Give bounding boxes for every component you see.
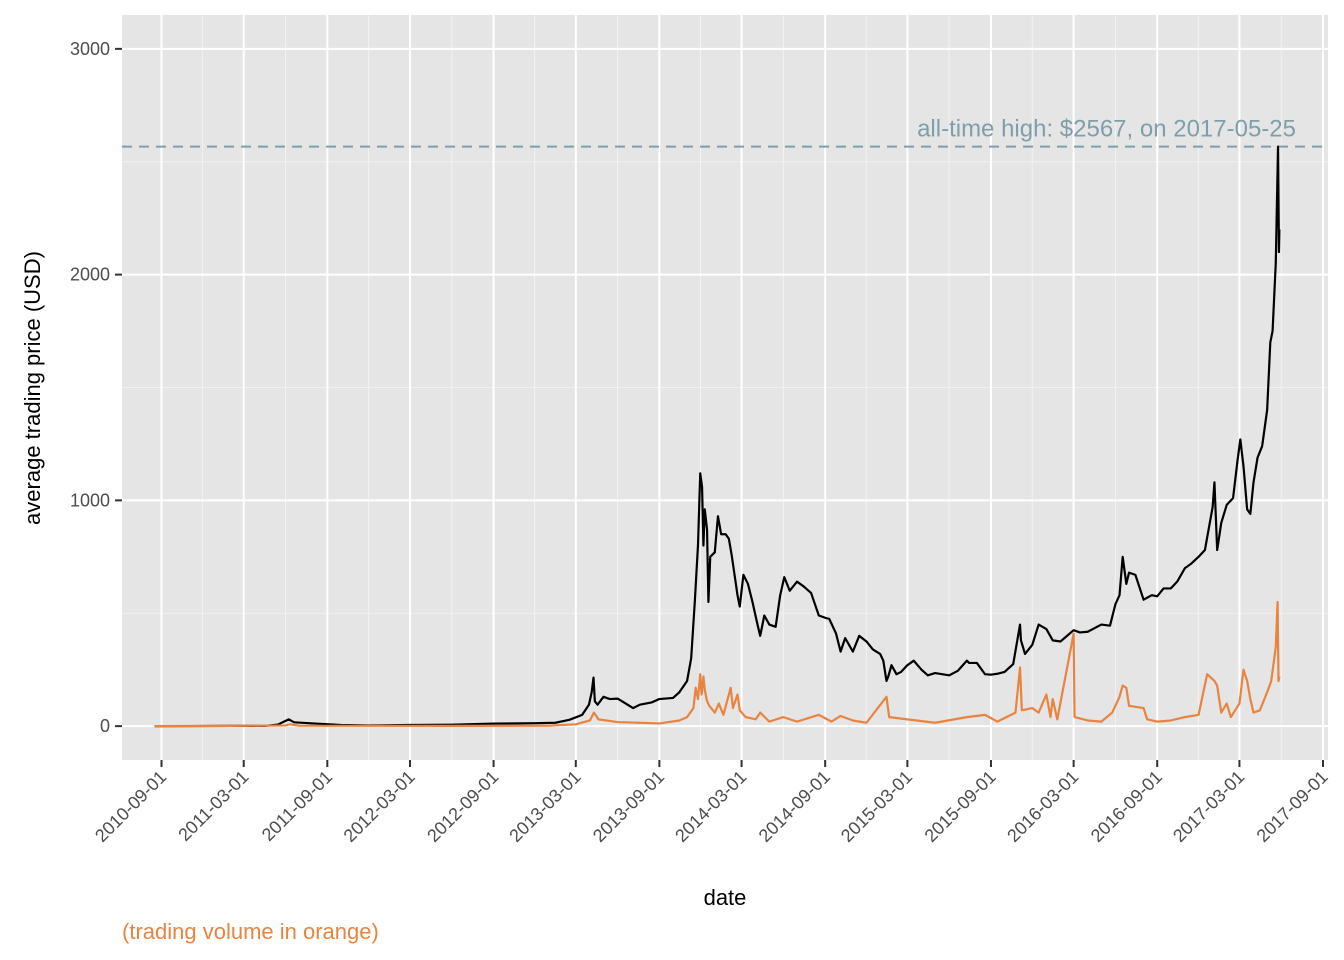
y-tick-label: 2000 — [70, 265, 110, 285]
x-tick-label: 2013-03-01 — [505, 767, 584, 846]
x-tick-label: 2015-09-01 — [921, 767, 1000, 846]
x-tick-label: 2013-09-01 — [589, 767, 668, 846]
x-tick-label: 2015-03-01 — [837, 767, 916, 846]
x-tick-label: 2010-09-01 — [91, 767, 170, 846]
x-tick-label: 2011-09-01 — [258, 767, 336, 845]
annotation-layer: all-time high: $2567, on 2017-05-25 — [122, 116, 1328, 148]
series-layer — [154, 145, 1281, 728]
price-series-line — [154, 145, 1281, 728]
x-tick-label: 2016-09-01 — [1087, 767, 1166, 846]
volume-series-line — [154, 600, 1281, 728]
x-tick-label: 2011-03-01 — [174, 767, 252, 845]
x-tick-label: 2017-03-01 — [1169, 767, 1248, 846]
caption: (trading volume in orange) — [122, 919, 379, 944]
y-axis: 0 1000 2000 3000 — [70, 39, 122, 736]
x-axis-title: date — [704, 885, 747, 910]
x-tick-label: 2017-09-01 — [1253, 767, 1332, 846]
x-tick-label: 2016-03-01 — [1003, 767, 1082, 846]
y-tick-label: 1000 — [70, 490, 110, 510]
all-time-high-label: all-time high: $2567, on 2017-05-25 — [917, 116, 1296, 143]
x-tick-label: 2014-03-01 — [671, 767, 750, 846]
minor-grid — [122, 15, 1328, 760]
x-tick-label: 2012-09-01 — [423, 767, 502, 846]
x-axis: 2010-09-01 2011-03-01 2011-09-01 2012-03-01… — [91, 760, 1332, 846]
y-tick-label: 3000 — [70, 39, 110, 59]
x-tick-label: 2014-09-01 — [755, 767, 834, 846]
x-tick-label: 2012-03-01 — [340, 767, 419, 846]
major-grid — [122, 15, 1328, 760]
y-axis-title: average trading price (USD) — [20, 251, 45, 525]
y-tick-label: 0 — [100, 716, 110, 736]
